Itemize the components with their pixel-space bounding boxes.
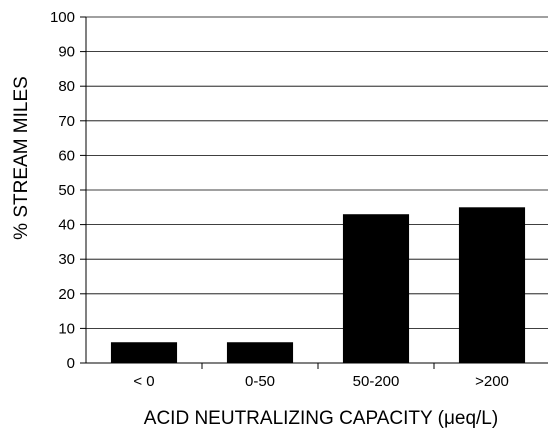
bar [458, 207, 526, 363]
y-tick-label: 70 [58, 113, 75, 130]
y-tick-label: 0 [67, 355, 75, 372]
gridlines [86, 16, 548, 329]
y-tick-label: 80 [58, 78, 75, 95]
y-tick-label: 30 [58, 251, 75, 268]
x-tick-label: < 0 [133, 373, 154, 390]
bar [226, 342, 294, 363]
y-tick-label: 20 [58, 286, 75, 303]
bar [110, 342, 178, 363]
x-tick-label: 50-200 [353, 373, 400, 390]
x-tick-label: 0-50 [245, 373, 275, 390]
y-tick-label: 10 [58, 320, 75, 337]
y-tick-label: 90 [58, 44, 75, 61]
y-axis-title: % STREAM MILES [11, 76, 32, 240]
x-tick-labels: < 0 0-50 50-200 >200 [133, 373, 509, 390]
y-tick-label: 60 [58, 147, 75, 164]
y-tick-labels: 0 10 20 30 40 50 60 70 80 90 100 [50, 9, 75, 372]
y-tick-label: 40 [58, 217, 75, 234]
bar [342, 214, 410, 363]
x-axis-title: ACID NEUTRALIZING CAPACITY (μeq/L) [144, 408, 498, 429]
x-tick-label: >200 [475, 373, 509, 390]
y-tick-label: 100 [50, 9, 75, 26]
y-tick-label: 50 [58, 182, 75, 199]
bars [110, 207, 526, 363]
axes [80, 16, 548, 369]
